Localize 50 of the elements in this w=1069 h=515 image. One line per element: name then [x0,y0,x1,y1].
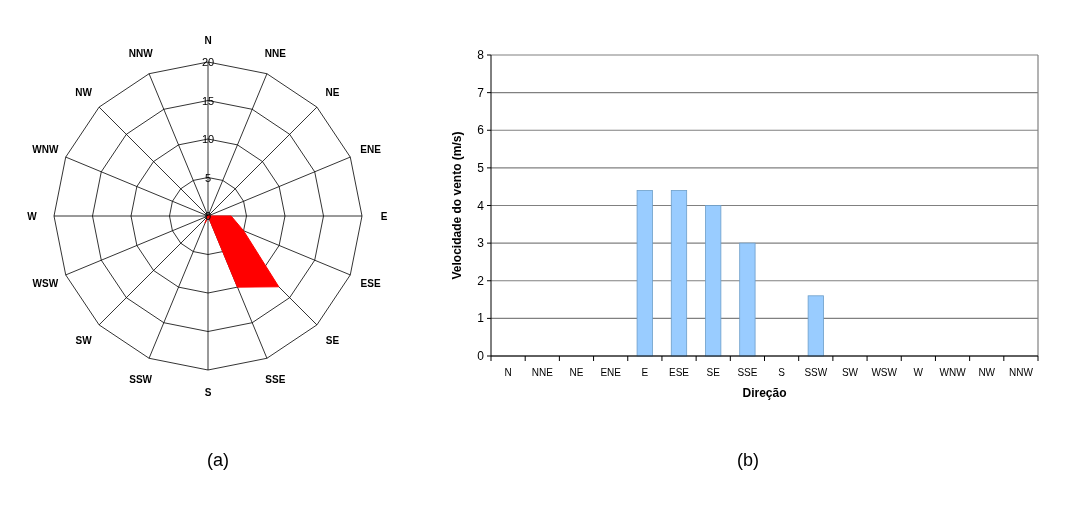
bar [705,205,722,357]
spoke-label: ENE [360,143,382,155]
spoke-label: E [380,211,388,222]
y-tick-label: 8 [477,48,485,62]
x-tick-label: WSW [871,367,898,378]
x-tick-label: N [504,367,512,378]
x-tick-label: ENE [600,367,622,378]
y-tick-label: 2 [477,273,485,288]
bar [739,242,756,357]
y-axis-title: Velocidade do vento (m/s) [450,131,464,280]
spoke-label: ESE [360,278,381,290]
spoke-label: NW [75,86,93,98]
y-tick-label: 5 [477,160,485,175]
x-tick-label: NNW [1008,367,1034,378]
x-tick-label: WNW [939,367,967,378]
y-tick-label: 7 [477,85,485,100]
y-tick-label: 5 [204,171,212,184]
y-tick-label: 0 [204,210,212,222]
x-tick-label: S [778,367,786,378]
bar [670,190,688,357]
y-tick-label: 6 [477,123,485,138]
x-tick-label: SE [706,367,721,378]
bar [807,295,824,357]
spoke-label: NNE [264,48,287,60]
y-tick-label: 1 [477,311,485,326]
x-tick-label: SSW [804,367,828,378]
y-tick-label: 3 [477,236,485,251]
x-tick-label: SW [841,367,859,378]
x-tick-label: E [641,367,649,378]
text: (b) [737,450,759,470]
bar [636,190,653,357]
spoke-label: SE [325,335,340,347]
spoke-label: W [27,211,38,222]
x-tick-label: W [913,367,924,378]
x-tick-label: SSE [737,367,758,378]
spoke-label: NE [325,86,340,98]
spoke-label: WSW [32,278,59,290]
x-tick-label: ESE [669,367,690,378]
spoke-label: NNW [128,48,154,60]
spoke-label: S [204,387,212,398]
spoke-label: N [204,35,212,46]
text: (a) [207,450,229,470]
y-tick-label: 4 [477,198,485,213]
y-tick-label: 0 [477,349,485,363]
x-axis-title: Direção [742,386,787,400]
x-tick-label: NW [978,367,996,378]
x-tick-label: NNE [531,367,554,378]
spoke-label: WNW [32,143,59,155]
x-tick-label: NE [569,367,584,378]
spoke-label: SW [75,335,93,347]
